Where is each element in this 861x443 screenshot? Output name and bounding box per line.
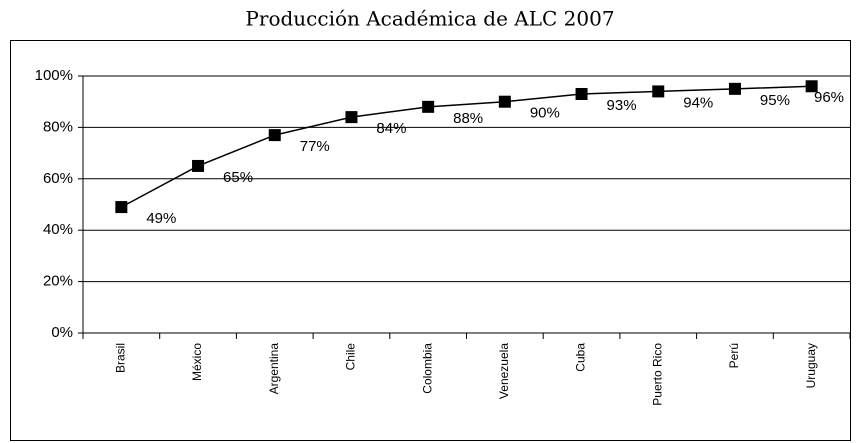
data-label: 90% xyxy=(530,105,560,122)
marker xyxy=(422,100,435,113)
data-label: 84% xyxy=(376,120,406,137)
y-tick-label: 40% xyxy=(43,221,73,238)
marker xyxy=(728,82,741,95)
marker xyxy=(805,80,818,93)
marker xyxy=(498,95,511,108)
x-tick-label: Uruguay xyxy=(804,343,818,388)
y-tick-label: 0% xyxy=(51,324,73,341)
chart-frame xyxy=(10,40,851,441)
x-tick-label: Colombia xyxy=(420,343,434,394)
y-tick-label: 80% xyxy=(43,118,73,135)
data-label: 65% xyxy=(223,169,253,186)
marker xyxy=(268,129,281,142)
data-label: 93% xyxy=(607,97,637,114)
y-tick-label: 100% xyxy=(35,67,73,84)
x-tick-label: Brasil xyxy=(114,343,128,373)
line xyxy=(120,85,812,208)
data-label: 94% xyxy=(683,94,713,111)
x-tick-label: Venezuela xyxy=(497,343,511,399)
data-label: 49% xyxy=(146,210,176,227)
x-tick-label: Argentina xyxy=(267,343,281,395)
data-label: 77% xyxy=(300,138,330,155)
marker xyxy=(192,159,205,172)
marker xyxy=(345,111,358,124)
chart-title: Producción Académica de ALC 2007 xyxy=(245,7,614,31)
y-tick-label: 60% xyxy=(43,170,73,187)
data-label: 95% xyxy=(760,92,790,109)
x-tick-label: Cuba xyxy=(574,343,588,372)
data-label: 96% xyxy=(814,89,844,106)
marker xyxy=(652,85,665,98)
y-tick-label: 20% xyxy=(43,273,73,290)
marker xyxy=(115,201,128,214)
x-tick-label: México xyxy=(190,343,204,381)
x-tick-label: Puerto Rico xyxy=(650,343,664,406)
x-tick-label: Perú xyxy=(727,343,741,368)
x-tick-label: Chile xyxy=(344,343,358,371)
marker xyxy=(575,87,588,100)
data-label: 88% xyxy=(453,110,483,127)
